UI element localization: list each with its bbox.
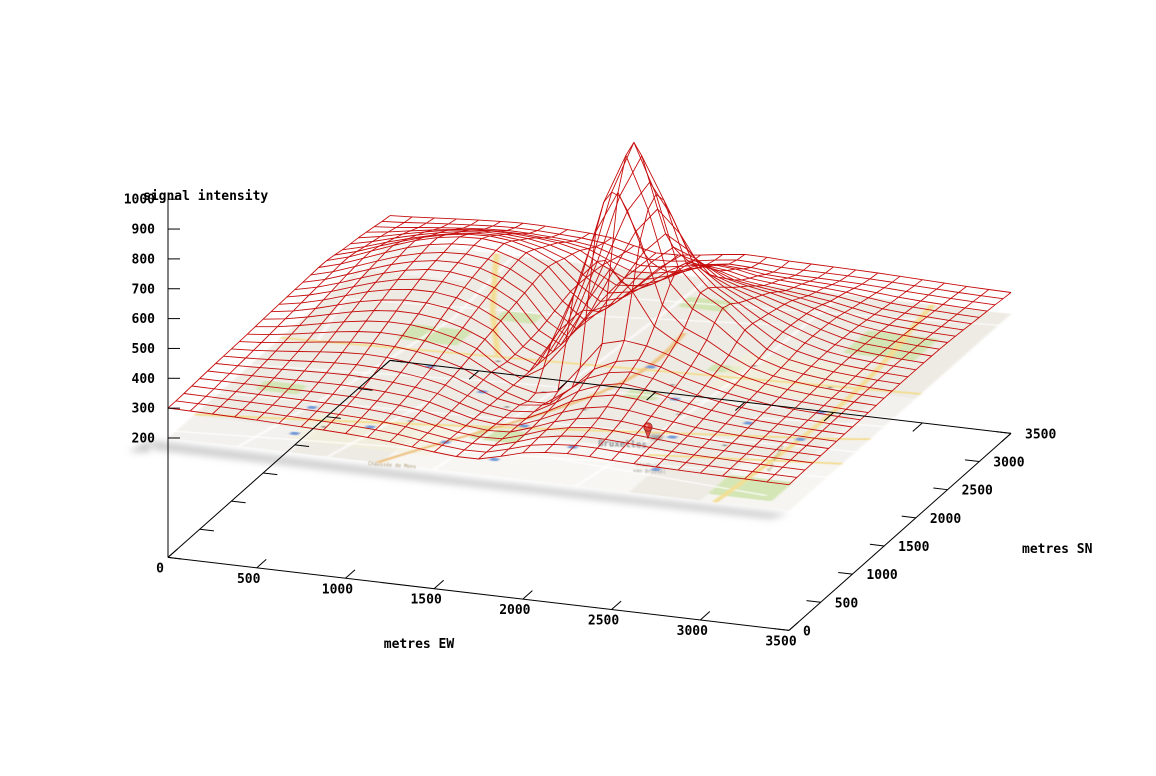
tick-label: 2500 bbox=[588, 614, 619, 629]
transit-icon bbox=[488, 457, 500, 462]
transit-icon bbox=[567, 445, 579, 449]
tick-label: 2000 bbox=[930, 512, 961, 527]
tick-label: van Brussel bbox=[633, 468, 666, 476]
tick-label: 3500 bbox=[765, 634, 796, 649]
transit-icon bbox=[364, 425, 376, 429]
wireframe-surface bbox=[167, 141, 1012, 486]
transit-icon bbox=[645, 365, 657, 369]
tick-label: 1000 bbox=[322, 582, 353, 597]
tick-label: 200 bbox=[132, 432, 156, 447]
tick-label: 1000 bbox=[124, 193, 155, 208]
tick-label: Chaussée de Mons bbox=[368, 460, 417, 470]
tick-label: 600 bbox=[132, 312, 156, 327]
tick-label: 300 bbox=[132, 402, 156, 417]
tick-label: 1500 bbox=[898, 540, 929, 555]
map-shadow bbox=[128, 440, 789, 519]
tick-label: 3500 bbox=[1025, 427, 1056, 442]
tick-label: 800 bbox=[132, 252, 156, 267]
tick-label: Bruxelles bbox=[598, 439, 647, 451]
transit-icon bbox=[289, 431, 301, 436]
tick-label: 1000 bbox=[866, 568, 897, 583]
transit-icon bbox=[666, 435, 678, 439]
tick-label: 0 bbox=[803, 624, 811, 639]
tick-label: 700 bbox=[132, 282, 156, 297]
tick-label: 500 bbox=[835, 596, 859, 611]
tick-label: 2500 bbox=[962, 484, 993, 499]
z-axis-title: signal intensity bbox=[143, 189, 269, 204]
transit-icon bbox=[518, 424, 530, 428]
tick-label: 900 bbox=[132, 223, 156, 238]
tick-label: 500 bbox=[132, 342, 156, 357]
transit-icon bbox=[306, 405, 318, 410]
tick-label: 0 bbox=[156, 561, 164, 576]
tick-labels: 0500100015002000250030003500050010001500… bbox=[124, 193, 1057, 650]
transit-icon bbox=[742, 421, 754, 425]
tick-label: 500 bbox=[237, 572, 261, 587]
x-axis-title: metres EW bbox=[383, 637, 455, 652]
axes bbox=[167, 198, 1012, 631]
tick-label: 400 bbox=[132, 372, 156, 387]
transit-icon bbox=[794, 437, 806, 442]
tick-label: 3000 bbox=[677, 624, 708, 639]
tick-label: 2000 bbox=[499, 603, 530, 618]
y-axis-title: metres SN bbox=[1022, 542, 1093, 557]
transit-icon bbox=[650, 467, 662, 472]
tick-label: 3000 bbox=[993, 456, 1024, 471]
tick-label: 1500 bbox=[410, 593, 441, 608]
